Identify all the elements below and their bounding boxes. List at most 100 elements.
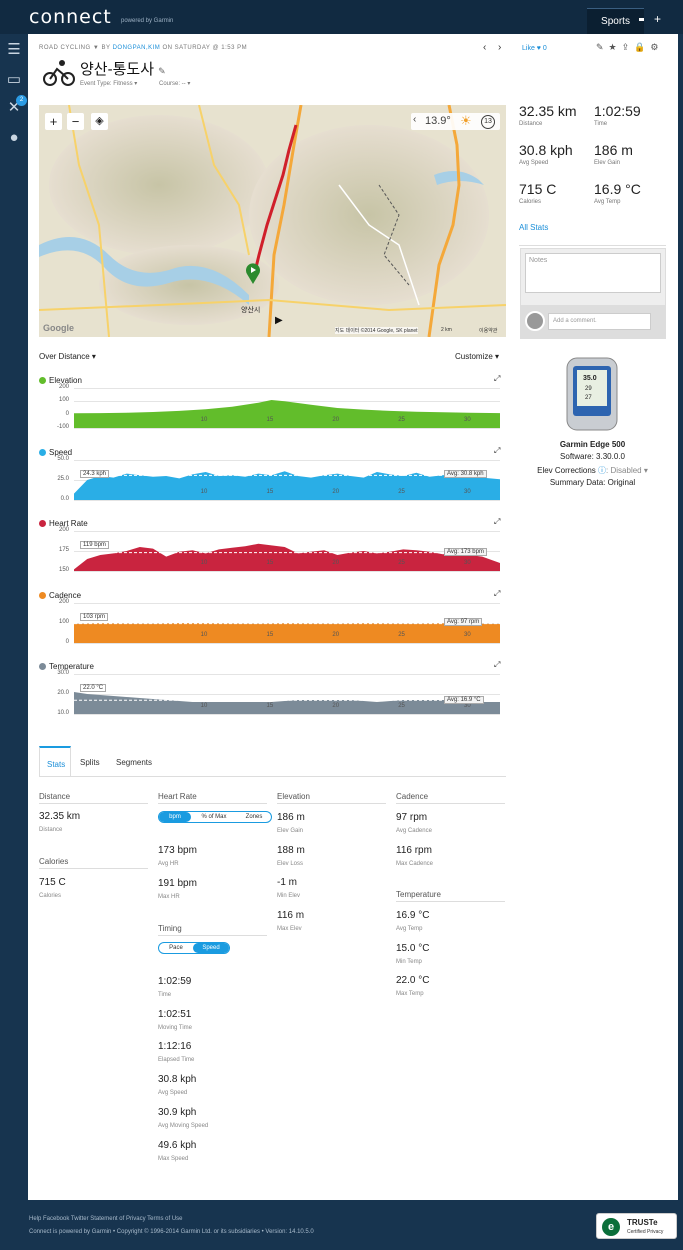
customize-dropdown[interactable]: Customize ▾: [455, 352, 500, 361]
gear-icon[interactable]: ⚙: [650, 42, 664, 52]
stat-label: Max Speed: [158, 1155, 189, 1162]
chevron-left-icon[interactable]: ‹: [413, 114, 417, 125]
timing-unit-toggle-option[interactable]: Pace: [169, 945, 183, 951]
summary-speed-value: 30.8 kph: [519, 142, 573, 158]
elev-corrections-dropdown[interactable]: : Disabled ▾: [606, 466, 648, 475]
elevation-chart-title: Elevation: [39, 376, 82, 385]
map-terms-link[interactable]: 이용약관: [479, 328, 498, 334]
prev-activity-icon[interactable]: ‹: [483, 42, 487, 53]
hr-unit-toggle-option[interactable]: bpm: [159, 812, 191, 822]
speed-avg-label: Avg: 30.8 kph: [444, 469, 487, 478]
comment-input[interactable]: Add a comment.: [548, 313, 651, 330]
footer-links[interactable]: Help Facebook Twitter Statement of Priva…: [29, 1216, 183, 1222]
divider: [158, 803, 267, 804]
event-type-dropdown[interactable]: Event Type: Fitness ▾: [80, 81, 138, 87]
all-stats-link[interactable]: All Stats: [519, 223, 549, 232]
expand-icon[interactable]: ⤢: [494, 517, 501, 527]
course-dropdown[interactable]: Course: -- ▾: [159, 81, 191, 87]
zoom-out-button[interactable]: −: [67, 113, 84, 130]
share-icon[interactable]: ⇪: [621, 42, 635, 52]
distance-header: Distance: [39, 792, 71, 801]
activity-type[interactable]: ROAD CYCLING: [39, 45, 91, 51]
start-marker-icon[interactable]: [245, 262, 261, 284]
profile-icon[interactable]: ●: [9, 129, 19, 146]
timing-unit-toggle[interactable]: Pace Speed: [158, 942, 230, 954]
edit-title-icon[interactable]: ✎: [158, 66, 166, 76]
help-icon[interactable]: ⓘ: [598, 466, 607, 475]
heart-rate-legend-dot: [39, 520, 46, 528]
hr-unit-toggle[interactable]: bpm % of Max Zones: [158, 811, 272, 823]
x-tick-label: 20: [332, 488, 340, 495]
hr-unit-toggle-option[interactable]: Zones: [245, 814, 263, 820]
connect-logo[interactable]: connect: [29, 6, 112, 28]
speed-plot[interactable]: [74, 460, 500, 502]
notification-badge: 2: [16, 95, 27, 106]
y-tick-label: 50.0: [57, 455, 69, 462]
favorite-icon[interactable]: ★: [608, 42, 622, 52]
x-tick-label: 30: [464, 703, 471, 710]
hr-unit-toggle-option[interactable]: % of Max: [201, 814, 227, 820]
tab-splits[interactable]: Splits: [80, 758, 100, 767]
y-tick-label: 10.0: [57, 710, 69, 717]
cadence-plot[interactable]: [74, 603, 500, 645]
x-tick-label: 30: [464, 417, 471, 423]
lock-icon[interactable]: 🔒: [634, 42, 651, 52]
timing-unit-toggle-option[interactable]: Speed: [193, 943, 229, 953]
truste-badge[interactable]: e TRUSTe Certified Privacy: [596, 1213, 677, 1239]
summary-temp-label: Avg Temp: [594, 199, 621, 205]
summary-speed-label: Avg Speed: [519, 160, 549, 166]
heart-rate-plot[interactable]: [74, 531, 500, 573]
weather-widget[interactable]: ‹ 13.9° ☀ 13: [411, 113, 500, 130]
expand-icon[interactable]: ⤢: [494, 588, 501, 598]
zoom-in-button[interactable]: +: [45, 113, 62, 130]
weather-temp: 13.9°: [425, 115, 451, 127]
like-button[interactable]: Like ♥ 0: [522, 45, 547, 52]
temperature-plot[interactable]: [74, 674, 500, 716]
cadence-avg-label: Avg: 97 rpm: [444, 618, 483, 627]
add-button[interactable]: +: [654, 12, 662, 26]
route-map[interactable]: + − ◈ ‹ 13.9° ☀ 13 ▶ 양산시 Google 지도 데이터 ©…: [39, 105, 506, 337]
y-tick-label: 25.0: [57, 475, 69, 482]
sports-menu-button[interactable]: Sports: [587, 8, 644, 34]
owner-link[interactable]: DONGPAN,KIM: [112, 45, 161, 51]
menu-icon[interactable]: ☰: [7, 41, 21, 58]
y-tick-label: 200: [58, 598, 69, 605]
inbox-icon[interactable]: ▭: [6, 71, 22, 88]
clock-icon: 13: [481, 115, 495, 129]
stat-value: 16.9 °C: [396, 910, 430, 921]
gridline: [74, 602, 500, 604]
cadence-title-text: Cadence: [49, 590, 82, 600]
over-distance-dropdown[interactable]: Over Distance ▾: [39, 352, 96, 361]
tab-segments[interactable]: Segments: [116, 758, 153, 767]
temperature-chart: Temperature ⤢ 30.0 20.0 10.0 10 15 20 25 30 22.0 °…: [28, 656, 508, 728]
stat-value: 715 C: [39, 877, 66, 888]
x-tick-label: 25: [398, 417, 405, 423]
summary-distance-value: 32.35 km: [519, 103, 577, 119]
next-activity-icon[interactable]: ›: [498, 42, 502, 53]
x-tick-label: 25: [398, 488, 405, 495]
elevation-series-area: [74, 400, 500, 428]
expand-icon[interactable]: ⤢: [494, 445, 501, 455]
x-tick-label: 30: [464, 488, 471, 495]
layers-icon[interactable]: ◈: [91, 113, 108, 130]
heart-rate-header: Heart Rate: [158, 792, 197, 801]
stat-label: Calories: [39, 893, 62, 899]
activity-type-dropdown-icon[interactable]: ▼: [92, 45, 100, 51]
stat-label: Elapsed Time: [158, 1057, 195, 1064]
speed-series-area: [74, 470, 500, 500]
x-tick-label: 30: [464, 631, 471, 638]
expand-icon[interactable]: ⤢: [494, 374, 501, 383]
notes-field[interactable]: Notes: [525, 253, 661, 293]
edit-icon[interactable]: ✎: [596, 42, 609, 52]
expand-icon[interactable]: ⤢: [494, 660, 501, 670]
like-label: Like: [522, 45, 535, 52]
tab-stats[interactable]: Stats: [39, 746, 71, 776]
play-route-icon[interactable]: ▶: [275, 315, 283, 326]
elevation-plot[interactable]: [74, 388, 500, 430]
stat-value: 116 m: [277, 909, 305, 921]
footer: Help Facebook Twitter Statement of Priva…: [0, 1200, 683, 1250]
activity-title[interactable]: 양산-통도사 ✎: [80, 58, 166, 79]
speed-title-text: Speed: [49, 447, 73, 457]
y-tick-label: 175: [58, 547, 69, 554]
temperature-current-label: 22.0 °C: [80, 684, 107, 693]
